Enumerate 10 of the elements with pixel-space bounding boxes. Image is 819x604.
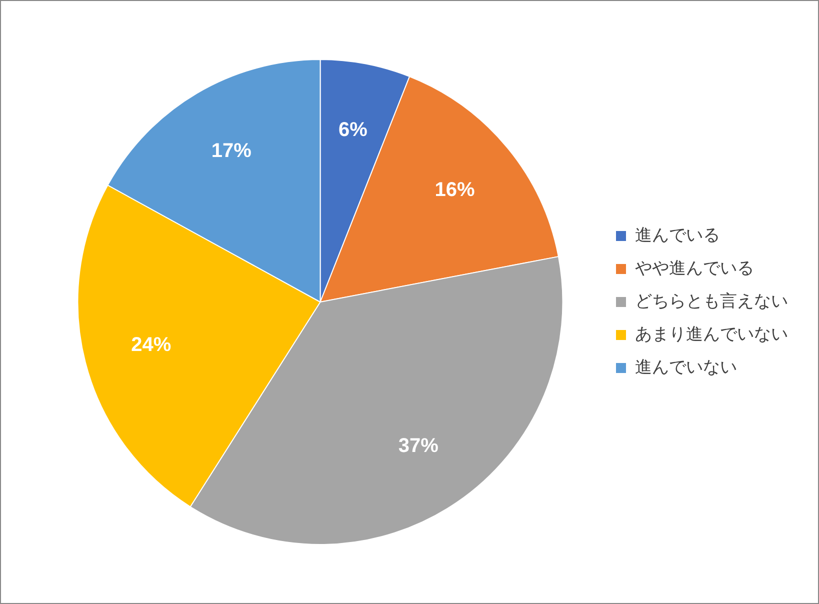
legend-label: 進んでいる: [635, 225, 720, 246]
data-label: 37%: [398, 434, 439, 457]
data-label: 17%: [211, 140, 252, 162]
legend-label: 進んでいない: [635, 357, 737, 378]
data-label: 16%: [434, 179, 476, 202]
legend-label: どちらとも言えない: [635, 291, 788, 312]
data-label: 6%: [338, 119, 368, 142]
legend-label: やや進んでいる: [635, 258, 754, 278]
legend-label: あまり進んでいない: [635, 324, 788, 344]
data-label: 24%: [131, 334, 172, 356]
